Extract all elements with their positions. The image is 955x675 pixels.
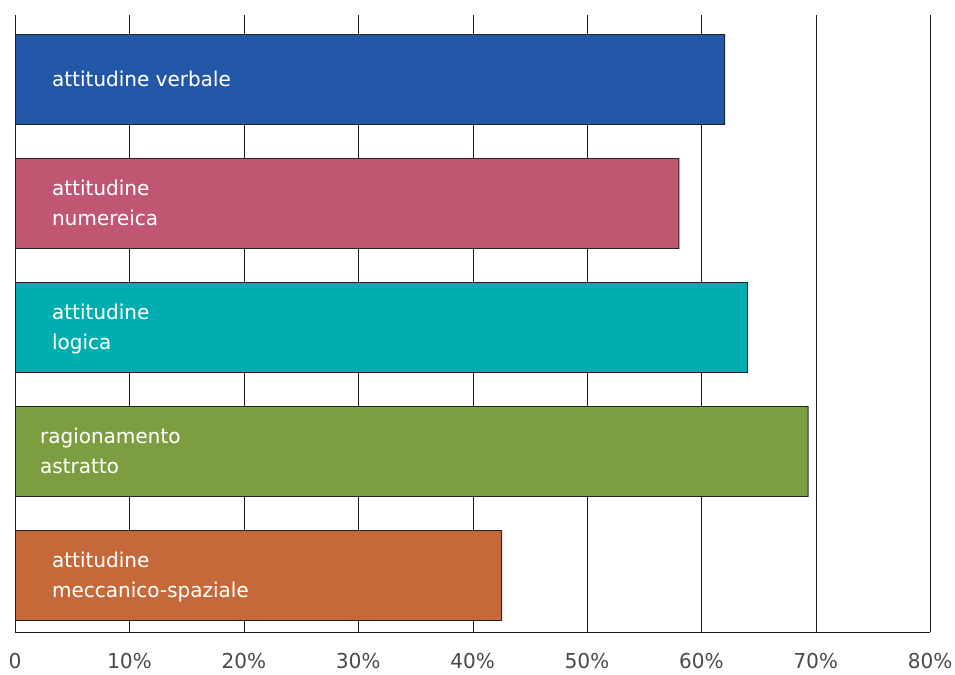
x-tick-label: 80% (908, 649, 952, 673)
bar-label: numereica (52, 206, 158, 230)
bar-label: meccanico-spaziale (52, 578, 249, 602)
x-tick-label: 20% (222, 649, 266, 673)
bar-label: astratto (40, 454, 119, 478)
bar-label: ragionamento (40, 424, 180, 448)
x-tick-label: 40% (450, 649, 494, 673)
bar (15, 406, 809, 497)
x-tick-label: 0 (9, 649, 22, 673)
x-tick-label: 70% (793, 649, 837, 673)
bar-label: logica (52, 330, 111, 354)
x-axis-tick-labels: 0 10% 20% 30% 40% 50% 60% 70% 80% (9, 649, 953, 673)
x-tick-label: 10% (107, 649, 151, 673)
bar (15, 158, 680, 249)
bar (15, 34, 726, 125)
bar-label: attitudine (52, 176, 149, 200)
bar-label: attitudine (52, 548, 149, 572)
x-tick-label: 30% (336, 649, 380, 673)
bar (15, 530, 503, 621)
bar (15, 282, 748, 373)
x-tick-label: 50% (565, 649, 609, 673)
bar-label: attitudine verbale (52, 67, 231, 91)
x-tick-label: 60% (679, 649, 723, 673)
bar-label: attitudine (52, 300, 149, 324)
bars: attitudine verbale attitudine numereica att… (15, 34, 809, 621)
